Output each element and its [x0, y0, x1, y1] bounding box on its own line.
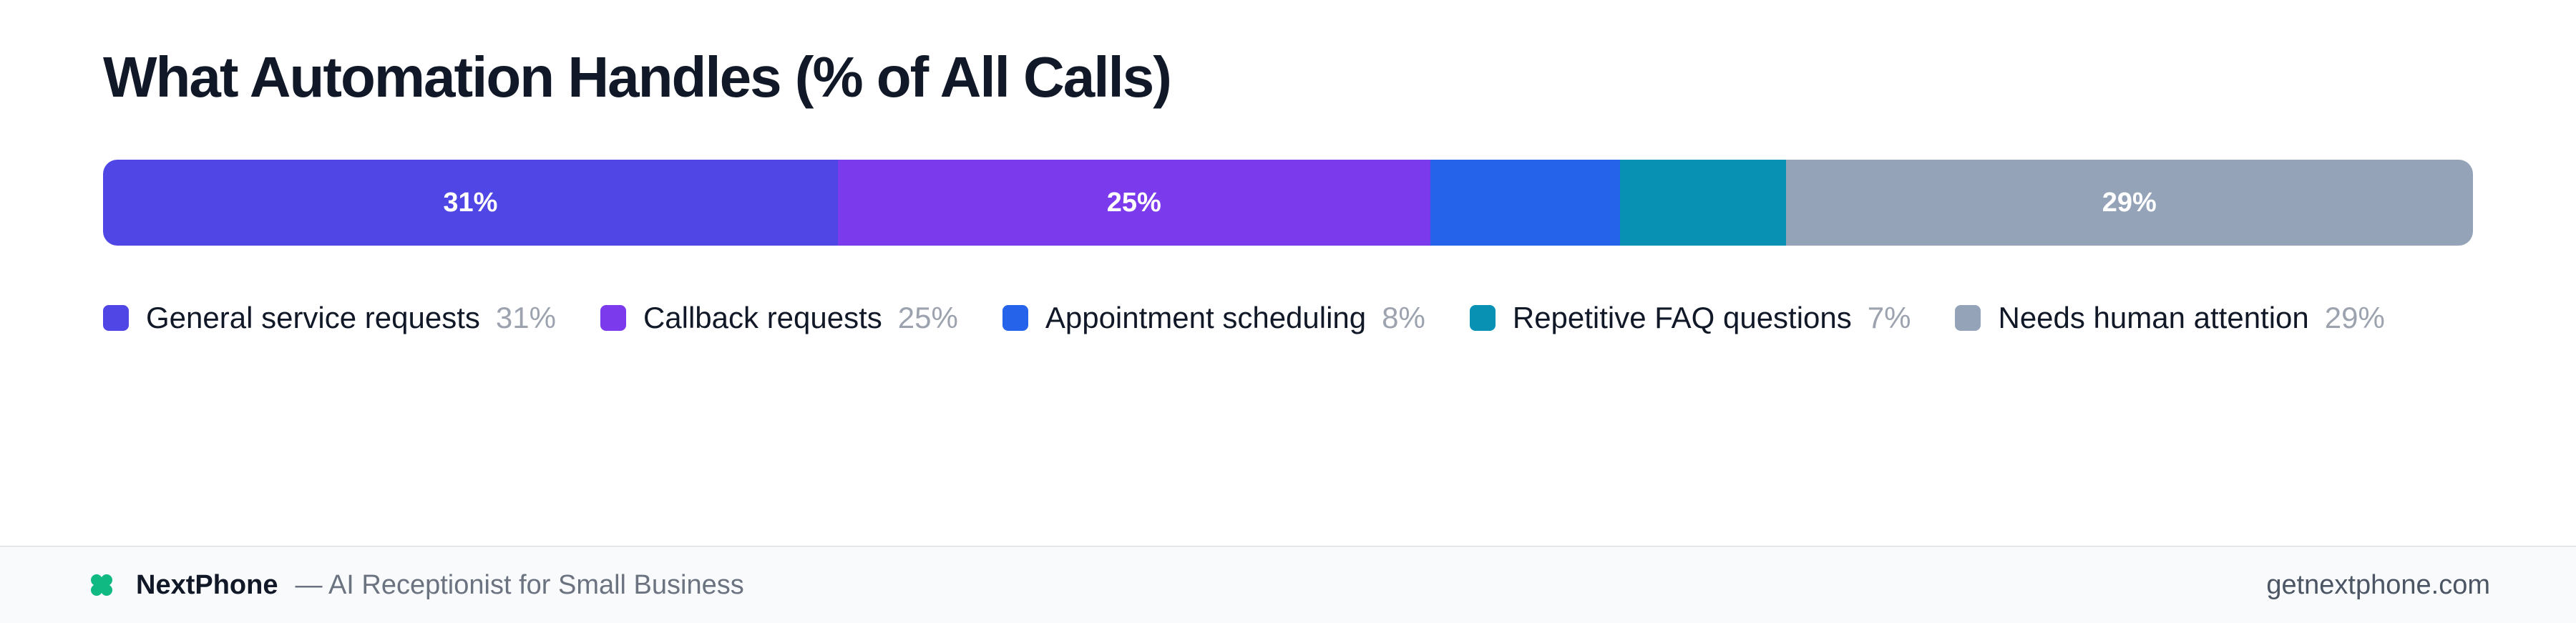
- legend-swatch: [600, 305, 626, 331]
- site-url-link[interactable]: getnextphone.com: [2266, 569, 2490, 600]
- legend-swatch: [1955, 305, 1981, 331]
- legend-value: 7%: [1867, 301, 1911, 334]
- legend-item: Repetitive FAQ questions 7%: [1469, 301, 1911, 335]
- bar-segment-3: [1430, 160, 1620, 246]
- bar-segment-2: 25%: [837, 160, 1430, 246]
- legend-label: General service requests: [146, 301, 480, 334]
- legend-item: General service requests 31%: [103, 301, 556, 335]
- brand[interactable]: NextPhone — AI Receptionist for Small Bu…: [89, 547, 744, 623]
- footer: NextPhone — AI Receptionist for Small Bu…: [0, 546, 2576, 623]
- legend-swatch: [1469, 305, 1496, 331]
- legend-item: Needs human attention 29%: [1955, 301, 2385, 335]
- legend-label: Appointment scheduling: [1045, 301, 1367, 334]
- legend-value: 8%: [1382, 301, 1425, 334]
- legend-label: Needs human attention: [1998, 301, 2309, 334]
- legend-value: 31%: [495, 301, 556, 334]
- legend-value: 25%: [897, 301, 958, 334]
- bar-segment-5: 29%: [1785, 160, 2473, 246]
- legend-swatch: [1002, 305, 1028, 331]
- brand-name: NextPhone: [136, 569, 278, 600]
- legend-item: Appointment scheduling 8%: [1002, 301, 1425, 335]
- chart-title: What Automation Handles (% of All Calls): [103, 45, 1172, 109]
- brand-tagline: — AI Receptionist for Small Business: [295, 569, 744, 600]
- legend-item: Callback requests 25%: [600, 301, 958, 335]
- legend-label: Repetitive FAQ questions: [1512, 301, 1852, 334]
- bar-segment-4: [1619, 160, 1786, 246]
- stacked-bar: 31% 25% 29%: [103, 160, 2473, 246]
- legend-label: Callback requests: [643, 301, 882, 334]
- chart-legend: General service requests 31% Callback requ…: [103, 296, 2429, 339]
- legend-value: 29%: [2324, 301, 2385, 334]
- bar-segment-1: 31%: [103, 160, 838, 246]
- clover-icon: [91, 574, 112, 596]
- legend-swatch: [103, 305, 129, 331]
